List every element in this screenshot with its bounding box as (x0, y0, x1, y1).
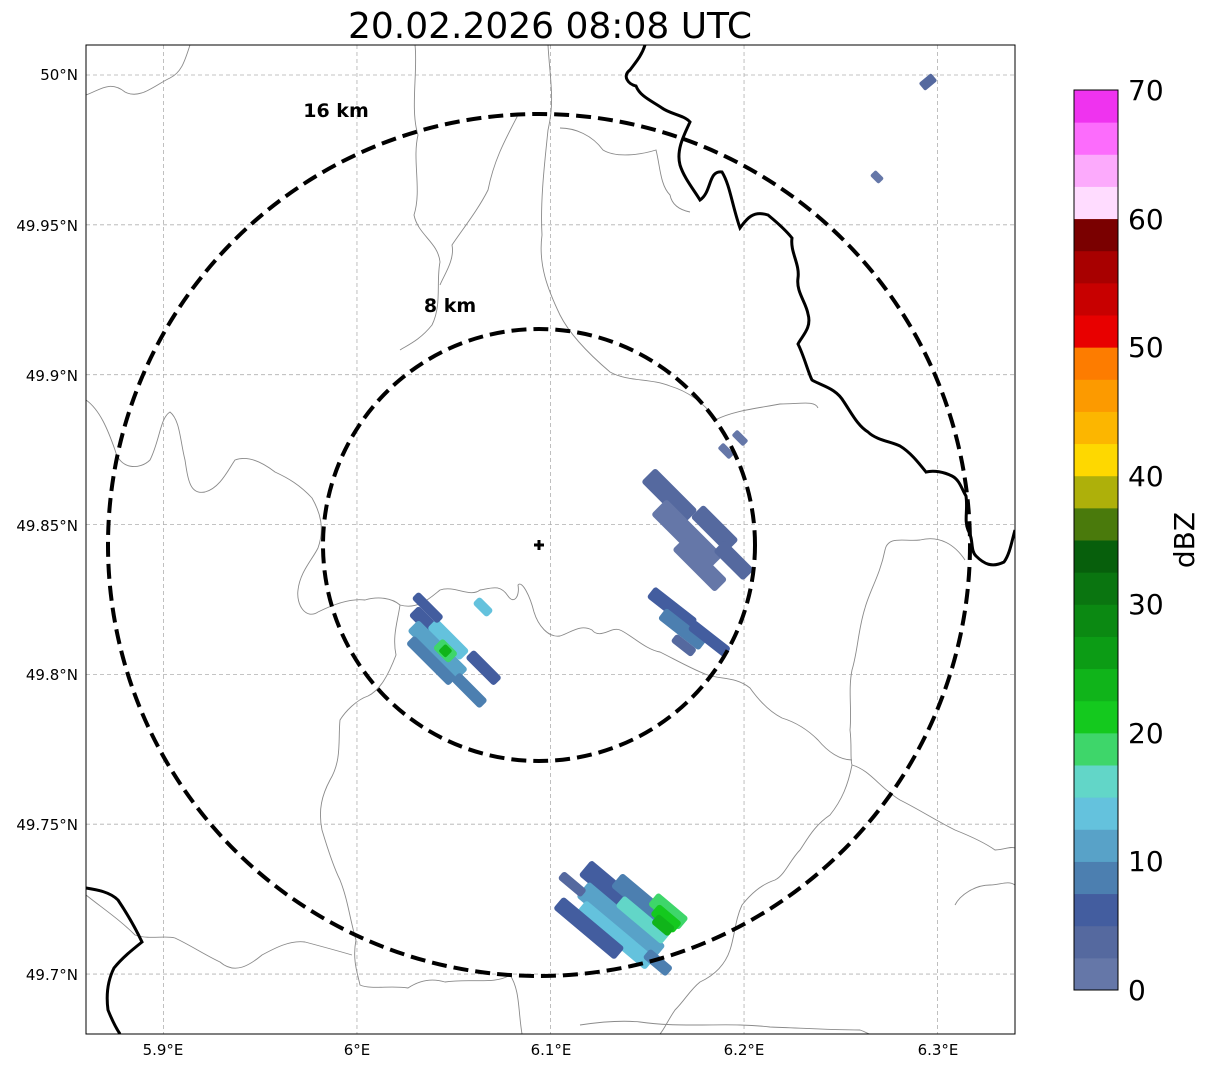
colorbar-swatch (1074, 411, 1118, 445)
colorbar-swatch (1074, 122, 1118, 155)
border-southwest (86, 894, 353, 969)
y-tick-label: 49.7°N (26, 966, 78, 984)
y-tick-label: 50°N (40, 66, 78, 84)
colorbar-tick-label: 10 (1128, 845, 1164, 878)
ring-16km (106, 112, 972, 978)
border-east-vertical (849, 538, 1015, 851)
colorbar-swatch (1074, 765, 1118, 798)
colorbar-swatch (1074, 604, 1118, 637)
border-west-wavy (86, 399, 322, 615)
colorbar-swatch (1074, 540, 1118, 573)
echo-northeast-3b (718, 443, 734, 459)
national-border-southwest (86, 886, 144, 1034)
colorbar-swatch (1074, 829, 1118, 862)
y-tick-label: 49.8°N (26, 666, 78, 684)
colorbar-swatch (1074, 282, 1118, 316)
x-tick-label: 6.3°E (918, 1041, 959, 1059)
border-central-river (317, 583, 853, 761)
map-plot-area: 8 km 16 km (86, 45, 1015, 1034)
border-north-west (86, 45, 191, 96)
colorbar-swatch (1074, 797, 1118, 830)
colorbar-tick-label: 0 (1128, 974, 1146, 1007)
border-southeast-right (954, 882, 1015, 906)
echo-northeast-1 (919, 73, 937, 91)
colorbar-tick-label: 70 (1128, 74, 1164, 107)
colorbar-swatch (1074, 315, 1118, 348)
x-tick-labels: 5.9°E 6°E 6.1°E 6.2°E 6.3°E (143, 1041, 959, 1059)
colorbar-tick-label: 30 (1128, 588, 1164, 621)
echo-east (642, 469, 753, 591)
radar-site-marker (534, 540, 544, 550)
y-tick-label: 49.75°N (16, 816, 78, 834)
colorbar-swatch (1074, 636, 1118, 670)
map-frame (85, 44, 1016, 1035)
echo-northeast-2 (870, 170, 884, 184)
border-lines (86, 45, 1015, 1034)
border-southeast (659, 764, 853, 1034)
colorbar-swatch (1074, 507, 1118, 541)
border-east-middle (714, 402, 819, 421)
border-ridge-north (439, 114, 519, 286)
colorbar-swatch (1074, 186, 1118, 220)
x-tick-label: 5.9°E (143, 1041, 184, 1059)
colorbar-tick-label: 40 (1128, 460, 1164, 493)
colorbar-swatch (1074, 347, 1118, 380)
colorbar-swatch (1074, 379, 1118, 412)
colorbar-tick-label: 60 (1128, 203, 1164, 236)
ring-label-16km: 16 km (303, 100, 369, 122)
national-border-lines (86, 45, 1015, 1034)
x-tick-label: 6.1°E (531, 1041, 572, 1059)
colorbar-swatch (1074, 218, 1118, 252)
echo-northeast-3a (732, 430, 748, 446)
echo-south (554, 861, 688, 976)
border-north-middle (399, 45, 441, 351)
national-border-east (624, 45, 1015, 567)
border-central-south (319, 604, 523, 1034)
colorbar-swatch (1074, 861, 1118, 895)
colorbar-swatch (1074, 668, 1118, 702)
colorbar-swatch (1074, 925, 1118, 959)
colorbar-swatch (1074, 732, 1118, 766)
y-tick-labels: 50°N 49.95°N 49.9°N 49.85°N 49.8°N 49.75… (16, 66, 78, 984)
echo-southwest-streak (473, 597, 493, 617)
colorbar: 70 60 50 40 30 20 10 0 dBZ (1073, 74, 1201, 1007)
x-tick-label: 6.2°E (724, 1041, 765, 1059)
ring-label-8km: 8 km (424, 295, 476, 317)
colorbar-tick-label: 50 (1128, 331, 1164, 364)
x-tick-label: 6°E (344, 1041, 371, 1059)
colorbar-swatch (1074, 475, 1118, 509)
colorbar-frame (1073, 89, 1119, 991)
border-south-bottom (579, 1020, 871, 1034)
colorbar-label: dBZ (1168, 512, 1201, 568)
colorbar-swatch (1074, 90, 1118, 123)
colorbar-ticks: 70 60 50 40 30 20 10 0 (1128, 74, 1164, 1007)
colorbar-swatch (1074, 250, 1118, 284)
colorbar-swatch (1074, 154, 1118, 187)
ring-8km (321, 327, 757, 763)
colorbar-swatches (1074, 90, 1118, 991)
border-center-north (540, 45, 716, 419)
y-tick-label: 49.95°N (16, 217, 78, 235)
gridlines (86, 45, 1015, 1034)
colorbar-swatch (1074, 443, 1118, 477)
colorbar-swatch (1074, 893, 1118, 927)
colorbar-tick-label: 20 (1128, 717, 1164, 750)
colorbar-swatch (1074, 700, 1118, 734)
y-tick-label: 49.85°N (16, 517, 78, 535)
map-title: 20.02.2026 08:08 UTC (348, 6, 752, 47)
border-east-top (559, 127, 691, 213)
colorbar-swatch (1074, 957, 1118, 991)
echo-east-small (647, 587, 730, 657)
y-tick-label: 49.9°N (26, 367, 78, 385)
radar-echoes (407, 73, 937, 976)
echo-southwest (407, 592, 501, 708)
colorbar-swatch (1074, 572, 1118, 605)
